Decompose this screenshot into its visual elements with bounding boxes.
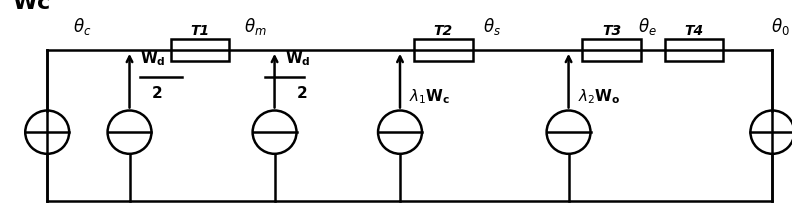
Text: $\theta_e$: $\theta_e$ (638, 16, 656, 37)
Text: $\lambda_2\mathbf{W_o}$: $\lambda_2\mathbf{W_o}$ (578, 88, 621, 106)
Text: $\theta_s$: $\theta_s$ (482, 16, 501, 37)
Text: T3: T3 (602, 24, 622, 38)
Text: $\mathbf{2}$: $\mathbf{2}$ (296, 84, 308, 101)
Text: $\bf{Wc}$: $\bf{Wc}$ (12, 0, 50, 13)
Bar (170, 39, 230, 61)
Text: T4: T4 (685, 24, 703, 38)
Text: $\lambda_1\mathbf{W_c}$: $\lambda_1\mathbf{W_c}$ (410, 88, 451, 106)
Text: T1: T1 (190, 24, 210, 38)
Text: $\mathbf{2}$: $\mathbf{2}$ (151, 84, 162, 101)
Text: $\mathbf{W_d}$: $\mathbf{W_d}$ (140, 50, 166, 68)
Bar (665, 39, 723, 61)
Bar (582, 39, 641, 61)
Bar (414, 39, 473, 61)
Text: $\mathbf{W_d}$: $\mathbf{W_d}$ (286, 50, 311, 68)
Text: $\theta_0$: $\theta_0$ (771, 16, 790, 37)
Text: $\theta_m$: $\theta_m$ (244, 16, 266, 37)
Text: $\theta_c$: $\theta_c$ (74, 16, 92, 37)
Text: T2: T2 (434, 24, 453, 38)
